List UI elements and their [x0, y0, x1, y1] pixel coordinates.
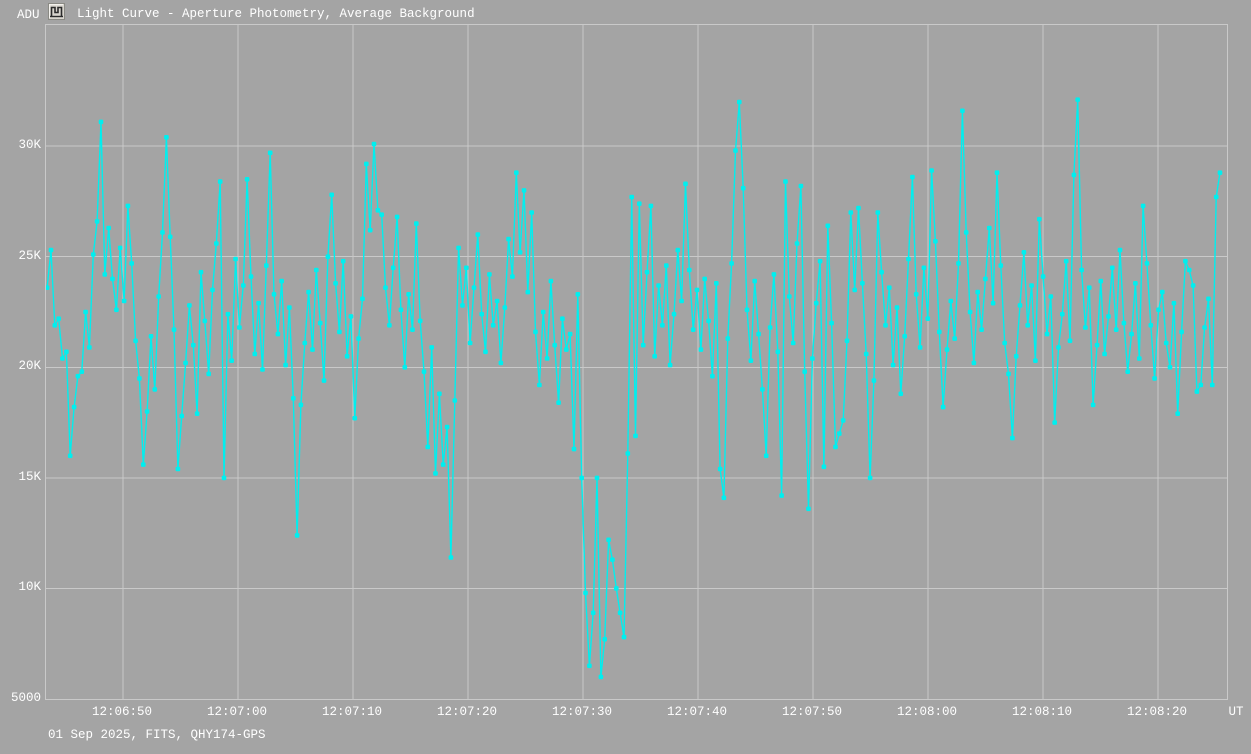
x-tick-label: 12:07:50 [782, 705, 843, 719]
x-tick-label: 12:07:30 [552, 705, 613, 719]
x-tick-label: 12:07:40 [667, 705, 728, 719]
y-tick-label: 25K [18, 248, 41, 263]
x-tick-label: 12:07:10 [322, 705, 383, 719]
recording-info: 01 Sep 2025, FITS, QHY174-GPS [48, 728, 266, 742]
y-tick-label: 15K [18, 469, 41, 484]
x-tick-label: 12:08:00 [896, 705, 958, 719]
x-tick-label: 12:08:20 [1126, 705, 1188, 719]
x-tick-label: 12:07:20 [437, 705, 498, 719]
y-axis-title: ADU [17, 8, 40, 22]
light-curve-chart-icon[interactable] [48, 3, 65, 20]
x-tick-label: 12:07:00 [207, 705, 268, 719]
y-tick-label: 20K [18, 359, 41, 374]
y-tick-label: 30K [18, 138, 41, 153]
x-tick-label: 12:08:10 [1011, 705, 1073, 719]
plot-area[interactable] [45, 24, 1228, 700]
chart-title: Light Curve - Aperture Photometry, Avera… [77, 7, 475, 21]
y-tick-label: 10K [18, 580, 41, 595]
y-tick-label: 5000 [10, 691, 41, 705]
x-tick-label: 12:06:50 [92, 705, 153, 719]
light-curve-plot[interactable] [46, 25, 1227, 699]
x-axis-unit-label: UT [1228, 705, 1244, 719]
